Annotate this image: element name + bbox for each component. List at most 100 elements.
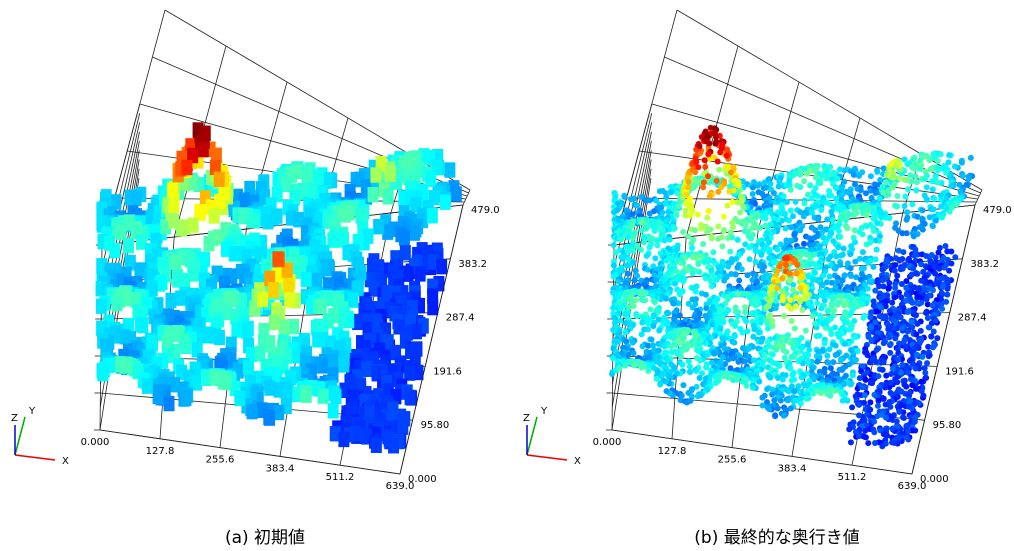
point xyxy=(695,348,702,355)
point xyxy=(152,388,164,405)
point xyxy=(344,278,356,294)
point xyxy=(142,349,154,365)
point xyxy=(767,180,774,187)
point xyxy=(650,263,657,270)
point xyxy=(96,201,108,218)
point xyxy=(348,416,360,433)
point xyxy=(375,155,387,172)
point xyxy=(427,278,439,294)
point xyxy=(739,329,746,336)
point xyxy=(168,197,180,213)
point xyxy=(263,410,275,426)
point xyxy=(788,353,795,360)
point xyxy=(702,223,709,230)
grid-line xyxy=(731,228,759,448)
point xyxy=(763,184,770,191)
point xyxy=(691,227,698,234)
point xyxy=(103,314,115,330)
point xyxy=(930,206,937,213)
point xyxy=(299,337,311,353)
point xyxy=(863,223,870,230)
point xyxy=(912,365,919,372)
point xyxy=(317,319,329,336)
point xyxy=(768,291,775,298)
point xyxy=(137,225,149,241)
point xyxy=(841,319,848,326)
point xyxy=(841,178,848,185)
point xyxy=(706,140,713,147)
point xyxy=(131,223,143,240)
point xyxy=(837,166,844,173)
point xyxy=(332,327,344,343)
point xyxy=(890,174,897,181)
point xyxy=(436,258,448,275)
point xyxy=(410,197,422,213)
point xyxy=(205,199,217,215)
point xyxy=(898,281,905,288)
point xyxy=(235,294,247,310)
point xyxy=(136,344,148,361)
point xyxy=(708,283,715,290)
point xyxy=(97,233,109,250)
grid-line xyxy=(613,122,652,292)
point xyxy=(837,252,844,259)
point xyxy=(889,184,896,191)
point xyxy=(268,210,280,226)
point xyxy=(675,203,682,210)
point xyxy=(387,410,399,427)
point xyxy=(374,412,386,428)
point xyxy=(344,374,356,390)
point xyxy=(748,310,755,317)
point xyxy=(328,232,340,248)
point xyxy=(936,244,943,251)
point xyxy=(868,338,875,345)
point xyxy=(122,237,134,254)
grid-line xyxy=(685,45,739,238)
point xyxy=(399,245,411,261)
point xyxy=(620,249,627,256)
point xyxy=(823,175,830,182)
point xyxy=(715,235,722,242)
point xyxy=(338,232,350,248)
point xyxy=(713,177,720,184)
point xyxy=(432,148,444,165)
point xyxy=(201,306,213,323)
point xyxy=(824,216,831,223)
point xyxy=(891,294,898,301)
point xyxy=(271,267,283,284)
point xyxy=(822,239,829,246)
point xyxy=(399,265,411,281)
point xyxy=(726,188,733,195)
point xyxy=(234,246,246,262)
point xyxy=(847,251,854,258)
point xyxy=(870,215,877,222)
point xyxy=(329,426,341,442)
point xyxy=(852,258,859,265)
point xyxy=(912,160,919,167)
point xyxy=(744,272,751,279)
point xyxy=(277,339,289,355)
y-tick-label: 0.000 xyxy=(408,474,437,485)
point xyxy=(873,346,880,353)
point xyxy=(878,214,885,221)
point xyxy=(867,173,874,180)
point xyxy=(887,349,894,356)
point xyxy=(393,319,405,335)
point xyxy=(769,351,776,358)
y-tick-label: 383.2 xyxy=(458,259,487,270)
point xyxy=(903,291,910,298)
point xyxy=(414,266,426,282)
point xyxy=(363,167,375,184)
point xyxy=(390,250,402,266)
point xyxy=(814,232,821,239)
point xyxy=(883,372,890,379)
point xyxy=(923,252,930,259)
point xyxy=(383,302,395,318)
point xyxy=(252,370,264,387)
point xyxy=(931,195,938,202)
point xyxy=(923,196,930,203)
point xyxy=(877,295,884,302)
point xyxy=(927,257,934,264)
point xyxy=(145,210,157,227)
point xyxy=(720,319,727,326)
